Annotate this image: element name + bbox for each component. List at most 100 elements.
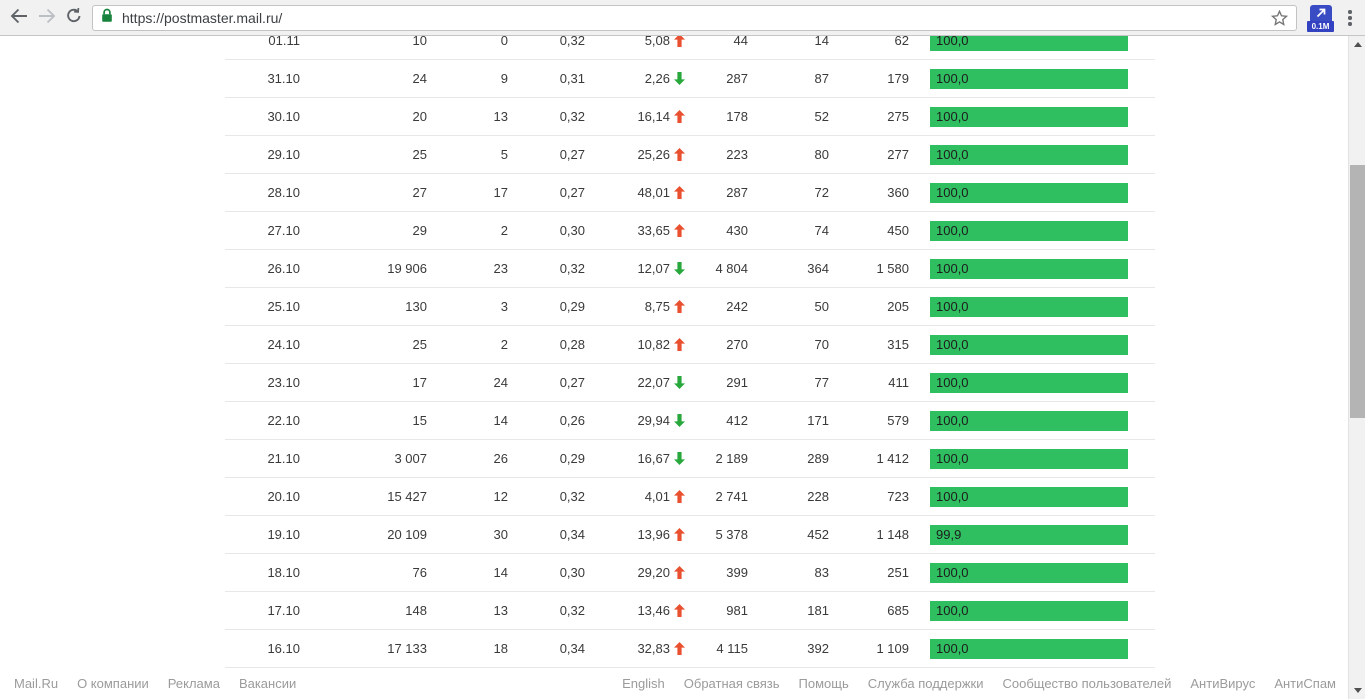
value-cell: 1 109 — [876, 641, 909, 656]
scrollbar-up-button[interactable] — [1349, 36, 1365, 53]
value-cell: 289 — [807, 451, 829, 466]
trend-arrow-icon — [674, 490, 685, 503]
footer-link[interactable]: Служба поддержки — [867, 676, 984, 691]
value-cell: 74 — [814, 223, 829, 238]
date-cell: 28.10 — [267, 185, 300, 200]
value-cell: 19 906 — [387, 261, 427, 276]
delivered-bar-label: 100,0 — [936, 223, 969, 238]
value-cell: 77 — [814, 375, 829, 390]
delivered-bar-cell: 100,0 — [909, 106, 1155, 127]
footer-link[interactable]: Помощь — [798, 676, 849, 691]
delivered-bar-cell: 100,0 — [909, 600, 1155, 621]
delivered-bar-track: 100,0 — [930, 638, 1128, 659]
value-cell: 13 — [493, 603, 508, 618]
footer-link[interactable]: Вакансии — [238, 676, 297, 691]
footer-link[interactable]: О компании — [77, 676, 149, 691]
delivered-bar-track: 100,0 — [930, 334, 1128, 355]
scrollbar-thumb[interactable] — [1350, 165, 1365, 418]
value-cell: 1 412 — [876, 451, 909, 466]
trend-value: 22,07 — [637, 375, 670, 390]
vertical-scrollbar[interactable] — [1348, 36, 1365, 699]
trend-arrow-icon — [674, 528, 685, 541]
trend-value: 16,67 — [637, 451, 670, 466]
footer-link[interactable]: Сообщество пользователей — [1002, 676, 1172, 691]
date-cell: 23.10 — [267, 375, 300, 390]
scrollbar-down-button[interactable] — [1349, 682, 1365, 699]
value-cell: 2 741 — [715, 489, 748, 504]
value-cell: 0,27 — [559, 185, 585, 200]
value-cell: 0,34 — [559, 641, 585, 656]
value-cell: 0,32 — [559, 489, 585, 504]
footer-link[interactable]: English — [622, 676, 665, 691]
value-cell: 15 — [412, 413, 427, 428]
value-cell: 24 — [493, 375, 508, 390]
extension-button[interactable] — [1310, 5, 1332, 25]
browser-toolbar: https://postmaster.mail.ru/ 0.1M — [0, 0, 1365, 36]
value-cell: 0,28 — [559, 337, 585, 352]
trend-cell: 16,14 — [585, 109, 685, 124]
back-button[interactable] — [8, 7, 30, 29]
delivered-bar-track: 100,0 — [930, 258, 1128, 279]
trend-arrow-icon — [674, 338, 685, 351]
date-cell: 24.10 — [267, 337, 300, 352]
value-cell: 223 — [726, 147, 748, 162]
trend-value: 2,26 — [644, 71, 670, 86]
trend-cell: 10,82 — [585, 337, 685, 352]
delivered-bar-track: 100,0 — [930, 562, 1128, 583]
table-row: 23.10 17 24 0,27 22,07 291 77 411 100,0 — [225, 364, 1155, 402]
trend-arrow-icon — [674, 642, 685, 655]
forward-button[interactable] — [36, 7, 58, 29]
page-footer: Mail.Ru О компании Реклама Вакансии English… — [0, 668, 1348, 699]
url-text[interactable]: https://postmaster.mail.ru/ — [122, 10, 283, 26]
footer-link[interactable]: Реклама — [167, 676, 220, 691]
value-cell: 0,34 — [559, 527, 585, 542]
delivered-bar-track: 100,0 — [930, 296, 1128, 317]
bookmark-star-icon[interactable] — [1271, 10, 1288, 26]
trend-value: 12,07 — [637, 261, 670, 276]
delivered-bar: 100,0 — [930, 486, 1128, 507]
delivered-bar-label: 100,0 — [936, 261, 969, 276]
value-cell: 251 — [887, 565, 909, 580]
value-cell: 14 — [814, 36, 829, 48]
value-cell: 9 — [500, 71, 508, 86]
value-cell: 0,32 — [559, 603, 585, 618]
date-cell: 25.10 — [267, 299, 300, 314]
value-cell: 2 — [500, 223, 508, 238]
trend-cell: 29,94 — [585, 413, 685, 428]
delivered-bar-cell: 100,0 — [909, 410, 1155, 431]
footer-link[interactable]: АнтиСпам — [1274, 676, 1336, 691]
delivered-bar: 99,9 — [930, 524, 1128, 545]
delivered-bar-label: 100,0 — [936, 603, 969, 618]
trend-arrow-icon — [674, 604, 685, 617]
trend-arrow-icon — [674, 186, 685, 199]
value-cell: 0,32 — [559, 261, 585, 276]
value-cell: 0,32 — [559, 36, 585, 48]
extension-badge: 0.1M — [1307, 21, 1334, 32]
table-row: 24.10 25 2 0,28 10,82 270 70 315 100,0 — [225, 326, 1155, 364]
delivered-bar-cell: 100,0 — [909, 144, 1155, 165]
trend-arrow-icon — [674, 414, 685, 427]
trend-value: 48,01 — [637, 185, 670, 200]
browser-menu-button[interactable] — [1340, 7, 1360, 29]
delivered-bar: 100,0 — [930, 410, 1128, 431]
trend-arrow-icon — [674, 72, 685, 85]
delivered-bar-track: 100,0 — [930, 486, 1128, 507]
footer-link[interactable]: Mail.Ru — [14, 676, 59, 691]
date-cell: 19.10 — [267, 527, 300, 542]
footer-link[interactable]: АнтиВирус — [1190, 676, 1256, 691]
footer-link[interactable]: Обратная связь — [683, 676, 780, 691]
trend-cell: 29,20 — [585, 565, 685, 580]
delivered-bar-track: 100,0 — [930, 182, 1128, 203]
value-cell: 430 — [726, 223, 748, 238]
back-icon — [10, 8, 28, 29]
delivered-bar: 100,0 — [930, 36, 1128, 51]
value-cell: 315 — [887, 337, 909, 352]
value-cell: 148 — [405, 603, 427, 618]
delivered-bar-label: 100,0 — [936, 185, 969, 200]
value-cell: 171 — [807, 413, 829, 428]
delivered-bar-label: 100,0 — [936, 71, 969, 86]
address-bar[interactable]: https://postmaster.mail.ru/ — [92, 5, 1297, 31]
delivered-bar-label: 100,0 — [936, 565, 969, 580]
table-row: 30.10 20 13 0,32 16,14 178 52 275 100,0 — [225, 98, 1155, 136]
refresh-button[interactable] — [63, 7, 85, 29]
